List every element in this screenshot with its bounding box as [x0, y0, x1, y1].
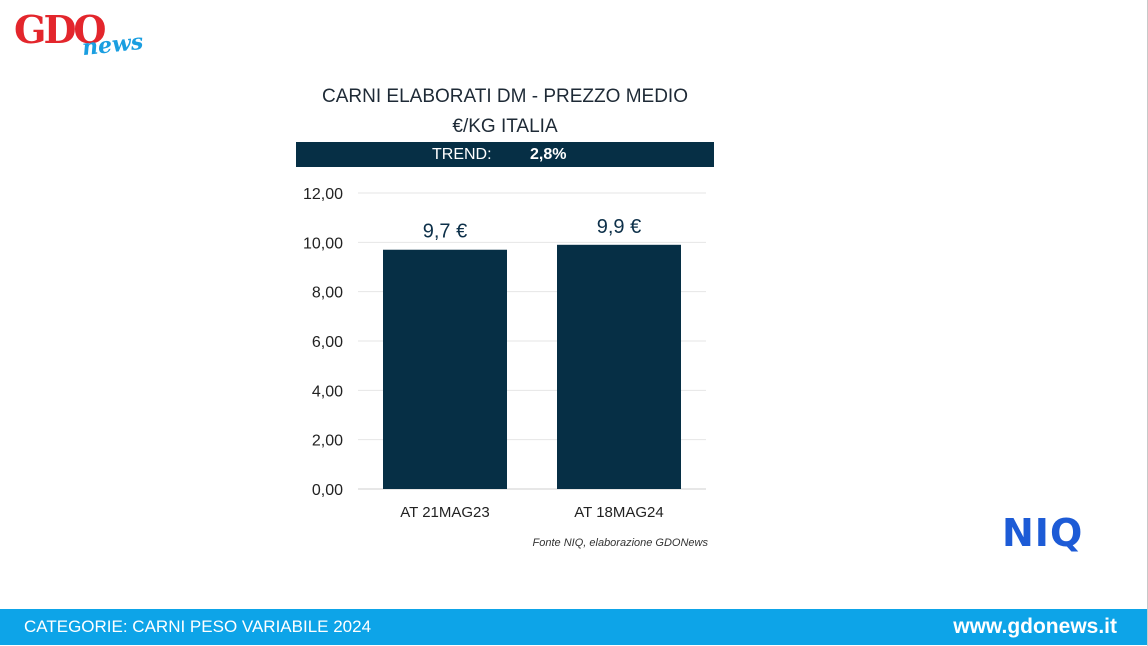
chart-subtitle: €/KG ITALIA	[452, 116, 558, 137]
x-tick-label: AT 18MAG24	[574, 504, 664, 521]
y-tick-label: 4,00	[312, 383, 343, 400]
chart-title: CARNI ELABORATI DM - PREZZO MEDIO	[322, 86, 688, 107]
y-tick-label: 2,00	[312, 433, 343, 450]
data-label: 9,7 €	[423, 221, 467, 243]
footer-category: CATEGORIE: CARNI PESO VARIABILE 2024	[24, 617, 372, 636]
niq-logo: NIQ	[1002, 511, 1084, 555]
logo-brand: GDO	[14, 7, 106, 52]
data-label: 9,9 €	[597, 216, 641, 238]
trend-value: 2,8%	[530, 146, 567, 163]
y-tick-label: 12,00	[303, 186, 343, 203]
source-note: Fonte NIQ, elaborazione GDONews	[532, 537, 708, 549]
x-tick-label: AT 21MAG23	[400, 504, 490, 521]
y-tick-label: 6,00	[312, 334, 343, 351]
trend-label: TREND:	[432, 146, 492, 163]
bar	[557, 244, 681, 489]
y-tick-label: 10,00	[303, 235, 343, 252]
bar	[383, 249, 507, 489]
gdonews-logo: GDO news	[14, 7, 154, 62]
footer-bar: CATEGORIE: CARNI PESO VARIABILE 2024 www…	[0, 609, 1147, 645]
y-tick-label: 8,00	[312, 285, 343, 302]
footer-website-link[interactable]: www.gdonews.it	[953, 615, 1117, 638]
trend-banner: TREND: 2,8%	[296, 142, 714, 167]
y-tick-label: 0,00	[312, 482, 343, 499]
